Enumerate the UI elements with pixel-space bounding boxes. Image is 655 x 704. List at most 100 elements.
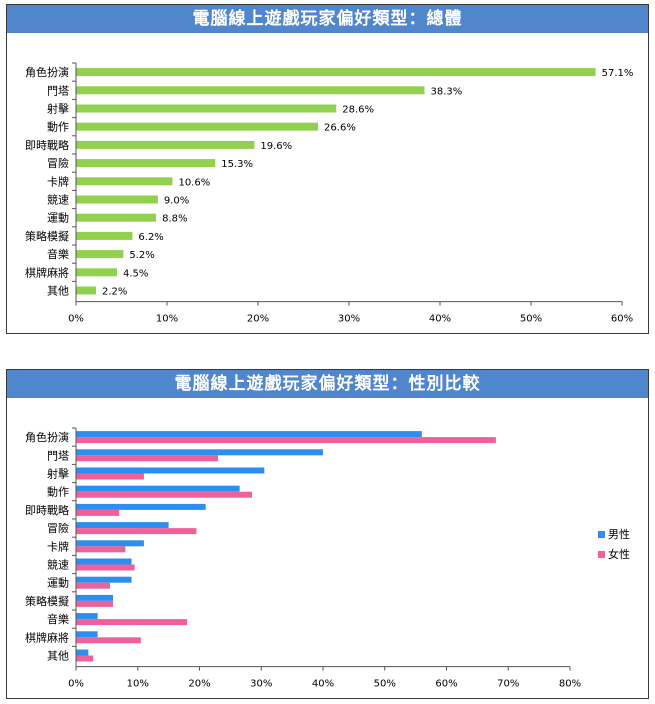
bar [76,250,124,259]
bar-female [76,546,126,553]
category-label: 棋牌麻將 [25,265,69,279]
bar-female [76,637,141,644]
overall-chart-title: 電腦線上遊戲玩家偏好類型：總體 [7,5,648,33]
bar-male [76,485,240,492]
x-tick-label: 10% [156,314,178,325]
bar-female [76,564,135,571]
category-label: 競速 [47,558,69,572]
value-label: 28.6% [342,105,374,116]
bar-female [76,619,188,626]
category-label: 其他 [47,650,69,663]
category-label: 競速 [47,193,69,207]
bar-female [76,455,219,462]
category-label: 即時戰略 [25,138,69,152]
category-label: 即時戰略 [25,503,69,517]
category-label: 角色扮演 [25,430,69,444]
category-label: 策略模擬 [25,229,69,243]
bar-female [76,655,94,662]
bar-female [76,491,252,498]
x-tick-label: 70% [497,679,519,690]
x-tick-label: 80% [559,679,581,690]
legend-swatch-male [598,531,605,538]
bar [76,177,173,186]
bar-male [76,503,206,510]
bar-male [76,558,132,565]
category-label: 冒險 [47,521,69,535]
gender-chart-title: 電腦線上遊戲玩家偏好類型：性別比較 [7,370,648,398]
x-tick-label: 30% [250,679,272,690]
category-label: 卡牌 [47,539,69,553]
bar-male [76,467,265,474]
x-tick-label: 40% [312,679,334,690]
legend-label-female: 女性 [608,547,630,561]
overall-chart: 角色扮演 57.1% 門塔 38.3% 射擊 28.6% 動作 26.6% 即時戰略 19.6% 冒… [25,62,634,325]
value-label: 10.6% [178,177,210,188]
category-label: 冒險 [47,156,69,170]
value-label: 6.2% [138,232,163,243]
value-label: 19.6% [260,141,292,152]
category-label: 音樂 [47,247,69,261]
category-label: 動作 [47,120,69,134]
x-tick-label: 40% [429,314,451,325]
category-label: 動作 [47,485,69,499]
bar [76,286,97,295]
bar-male [76,522,169,529]
bar-male [76,449,323,456]
x-tick-label: 0% [68,679,84,690]
category-label: 音樂 [47,612,69,626]
bar [76,86,425,95]
overall-chart-panel: 電腦線上遊戲玩家偏好類型：總體 角色扮演 57.1% 門塔 38.3% 射擊 28.6% 動… [6,4,649,334]
x-tick-label: 60% [435,679,457,690]
value-label: 15.3% [221,159,253,170]
legend-label-male: 男性 [608,527,630,541]
category-label: 運動 [47,211,69,225]
bar-female [76,473,144,480]
value-label: 38.3% [431,86,463,97]
bar-female [76,528,197,535]
category-label: 角色扮演 [25,65,69,79]
category-label: 運動 [47,576,69,590]
bar [76,159,216,168]
bar-female [76,437,496,444]
bar [76,268,117,277]
x-tick-label: 10% [127,679,149,690]
bar-male [76,649,89,656]
bar-male [76,594,114,601]
value-label: 57.1% [602,68,634,79]
category-label: 棋牌麻將 [25,630,69,644]
gender-chart-panel: 電腦線上遊戲玩家偏好類型：性別比較 角色扮演門塔射擊動作即時戰略冒險卡牌競速運動… [6,369,649,699]
value-label: 8.8% [162,214,187,225]
bar-female [76,600,114,607]
x-tick-label: 60% [611,314,633,325]
value-label: 4.5% [123,268,148,279]
bar-male [76,431,422,438]
bar [76,231,133,240]
bar-male [76,631,98,638]
category-label: 射擊 [47,102,69,116]
bar [76,122,319,131]
value-label: 9.0% [164,196,189,207]
bar [76,195,158,204]
x-tick-label: 0% [68,314,84,325]
x-tick-label: 50% [374,679,396,690]
value-label: 2.2% [102,287,127,298]
category-label: 門塔 [47,84,69,97]
legend-swatch-female [598,551,605,558]
bar-male [76,540,144,547]
category-label: 射擊 [47,467,69,481]
category-label: 門塔 [47,449,69,462]
x-tick-label: 50% [520,314,542,325]
bar-female [76,582,110,589]
category-label: 其他 [47,285,69,298]
x-tick-label: 30% [338,314,360,325]
bar-male [76,613,98,620]
bar-male [76,576,132,583]
bar [76,68,596,77]
value-label: 5.2% [129,250,154,261]
value-label: 26.6% [324,123,356,134]
x-tick-label: 20% [188,679,210,690]
bar-female [76,509,120,516]
bar [76,140,255,149]
x-tick-label: 20% [247,314,269,325]
